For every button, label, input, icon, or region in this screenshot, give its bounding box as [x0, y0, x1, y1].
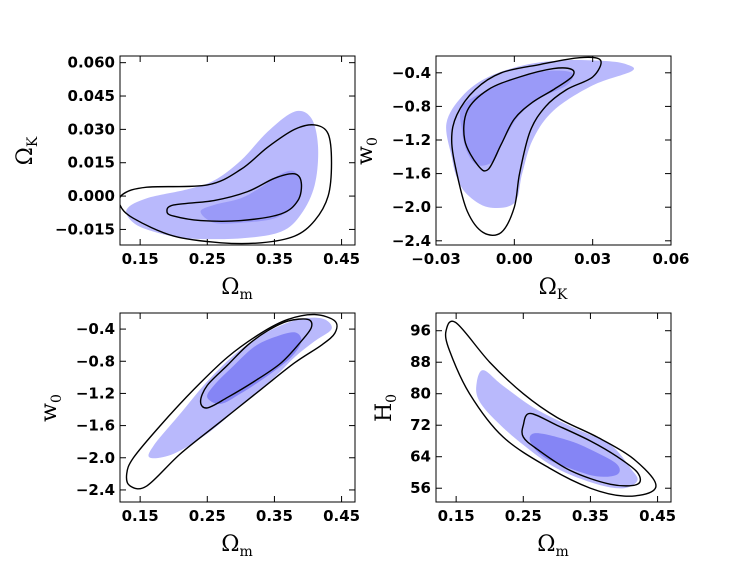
x-axis-label: Ωm	[221, 275, 253, 303]
x-tick-label: 0.15	[122, 507, 159, 525]
confidence-region-contour-inner	[463, 67, 575, 172]
y-axis-label: ΩK	[13, 136, 41, 165]
y-tick-label: 80	[410, 385, 431, 403]
y-tick-label: 0.045	[68, 87, 115, 105]
y-tick-label: −2.4	[392, 232, 431, 250]
panel-omegam-h0: 0.15 0.25 0.35 0.45 56 64 72 80 88 96 Ωm H0	[372, 312, 676, 560]
ticks-omegam-omegak: 0.15 0.25 0.35 0.45 −0.015 0.000 0.015 0.030 0.0…	[55, 54, 360, 268]
y-tick-label: 0.060	[68, 54, 115, 72]
x-axis-label: Ωm	[537, 532, 569, 560]
y-tick-label: 96	[410, 322, 431, 340]
y-tick-label: −0.4	[392, 64, 431, 82]
confidence-region-contour-inner	[521, 412, 642, 487]
plot-area-omegak-w0	[446, 56, 635, 236]
y-tick-label: 88	[410, 353, 431, 371]
panel-omegak-w0: −0.03 0.00 0.03 0.06 −2.4 −2.0 −1.6 −1.2 −0.8 −0.…	[353, 55, 690, 303]
confidence-region-filled-inner	[200, 170, 302, 224]
x-tick-label: 0.45	[639, 507, 676, 525]
y-tick-label: −0.4	[76, 320, 115, 338]
axes-frame	[119, 312, 356, 503]
x-tick-label: 0.25	[505, 507, 542, 525]
x-axis-label: ΩK	[539, 275, 568, 303]
x-tick-label: 0.00	[496, 250, 533, 268]
x-tick-label: −0.03	[411, 250, 461, 268]
y-tick-label: −1.6	[76, 417, 115, 435]
plot-area-omegam-w0	[125, 313, 338, 490]
ticks-omegam-h0: 0.15 0.25 0.35 0.45 56 64 72 80 88 96	[410, 313, 676, 525]
x-tick-label: 0.35	[256, 507, 293, 525]
y-tick-label: 64	[410, 448, 431, 466]
x-tick-label: 0.35	[256, 250, 293, 268]
plot-area-omegam-omegak	[120, 110, 333, 245]
y-axis-label: w0	[37, 394, 65, 422]
plot-area-omegam-h0	[444, 320, 657, 497]
x-tick-label: 0.03	[574, 250, 611, 268]
y-axis-label: w0	[353, 137, 381, 165]
confidence-region-filled-inner	[529, 433, 620, 477]
axes-frame	[435, 312, 672, 503]
x-tick-label: 0.15	[438, 507, 475, 525]
y-tick-label: −0.015	[55, 220, 115, 238]
x-tick-label: 0.45	[323, 507, 360, 525]
x-tick-label: 0.25	[189, 507, 226, 525]
y-axis-label: H0	[372, 394, 400, 422]
y-tick-label: 56	[410, 479, 431, 497]
y-tick-label: 0.030	[68, 120, 115, 138]
y-tick-label: −2.0	[392, 198, 431, 216]
panel-omegam-omegak: 0.15 0.25 0.35 0.45 −0.015 0.000 0.015 0.030 0.0…	[13, 54, 360, 303]
y-tick-label: −1.6	[392, 165, 431, 183]
confidence-region-contour-outer	[444, 320, 657, 497]
confidence-region-contour-inner	[166, 173, 303, 222]
x-tick-label: 0.35	[572, 507, 609, 525]
confidence-region-contour-inner	[199, 318, 313, 409]
y-tick-label: −2.0	[76, 449, 115, 467]
ticks-omegam-w0: 0.15 0.25 0.35 0.45 −2.4 −2.0 −1.6 −1.2 −0.8 −0.4	[76, 313, 360, 525]
confidence-region-contour-outer	[120, 124, 333, 245]
y-tick-label: −2.4	[76, 481, 115, 499]
x-tick-label: 0.25	[189, 250, 226, 268]
x-tick-label: 0.06	[652, 250, 689, 268]
y-tick-label: −1.2	[76, 384, 115, 402]
y-tick-label: 72	[410, 416, 431, 434]
y-tick-label: 0.000	[68, 187, 115, 205]
y-tick-label: −0.8	[392, 97, 431, 115]
confidence-region-contour-outer	[450, 56, 602, 236]
y-tick-label: 0.015	[68, 154, 115, 172]
x-tick-label: 0.45	[323, 250, 360, 268]
y-tick-label: −0.8	[76, 352, 115, 370]
axes-frame	[435, 55, 672, 246]
confidence-region-filled-inner	[207, 332, 302, 404]
confidence-region-contour-outer	[125, 313, 338, 490]
ticks-omegak-w0: −0.03 0.00 0.03 0.06 −2.4 −2.0 −1.6 −1.2 −0.8 −0.…	[392, 56, 690, 268]
y-tick-label: −1.2	[392, 131, 431, 149]
x-axis-label: Ωm	[221, 532, 253, 560]
x-tick-label: 0.15	[122, 250, 159, 268]
axes-frame	[119, 55, 356, 246]
panel-omegam-w0: 0.15 0.25 0.35 0.45 −2.4 −2.0 −1.6 −1.2 −0.8 −0.4…	[37, 312, 360, 560]
